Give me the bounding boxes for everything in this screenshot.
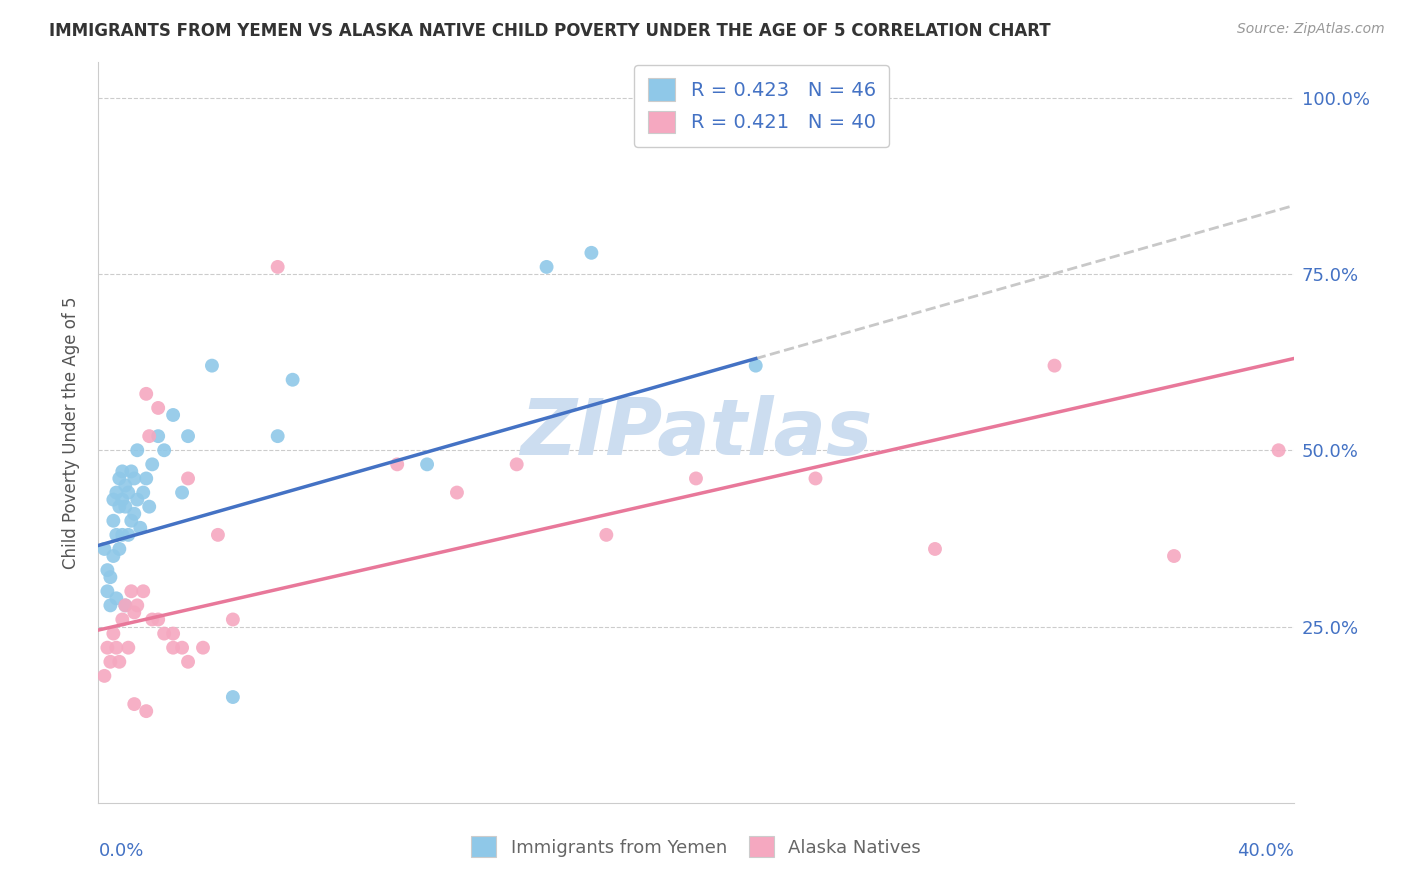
Point (120, 584, 142, 599)
Point (141, 612, 163, 626)
Point (114, 599, 136, 613)
Point (267, 429, 290, 443)
Point (804, 471, 827, 485)
Point (172, 485, 194, 500)
Point (685, 471, 707, 485)
Point (124, 471, 146, 485)
Point (162, 408, 184, 422)
Point (177, 655, 200, 669)
Point (98, 655, 122, 669)
Point (120, 464, 142, 478)
Point (103, 492, 125, 507)
Point (222, 612, 245, 626)
Point (127, 492, 149, 507)
Point (581, 245, 603, 260)
Point (93, 541, 115, 556)
Point (172, 640, 194, 655)
Point (924, 541, 946, 556)
Point (98, 570, 122, 584)
Point (120, 514, 142, 528)
Point (124, 507, 146, 521)
Point (132, 584, 155, 599)
Point (138, 429, 160, 443)
Point (124, 697, 146, 711)
Point (281, 373, 304, 387)
Point (385, 458, 409, 472)
Point (114, 500, 136, 514)
Text: ZIPatlas: ZIPatlas (520, 394, 872, 471)
Point (105, 591, 128, 606)
Point (141, 458, 163, 472)
Point (267, 260, 290, 274)
Point (132, 485, 155, 500)
Point (108, 541, 131, 556)
Point (201, 359, 224, 373)
Point (127, 599, 149, 613)
Point (105, 640, 128, 655)
Point (536, 260, 558, 274)
Point (108, 655, 131, 669)
Point (416, 458, 439, 472)
Point (108, 471, 131, 485)
Point (138, 500, 160, 514)
Point (162, 640, 184, 655)
Point (135, 704, 157, 718)
Point (1163, 549, 1185, 563)
Point (148, 401, 170, 415)
Point (96, 563, 118, 577)
Point (124, 606, 146, 620)
Point (114, 599, 136, 613)
Point (103, 549, 125, 563)
Point (96, 584, 118, 599)
Point (108, 500, 131, 514)
Point (114, 478, 136, 492)
Point (162, 626, 184, 640)
Point (111, 492, 134, 507)
Point (111, 612, 134, 626)
Point (103, 514, 125, 528)
Point (191, 640, 214, 655)
Text: Source: ZipAtlas.com: Source: ZipAtlas.com (1237, 22, 1385, 37)
Point (446, 485, 468, 500)
Point (96, 640, 118, 655)
Point (153, 443, 176, 458)
Point (745, 359, 768, 373)
Point (153, 626, 176, 640)
Point (117, 640, 139, 655)
Text: IMMIGRANTS FROM YEMEN VS ALASKA NATIVE CHILD POVERTY UNDER THE AGE OF 5 CORRELAT: IMMIGRANTS FROM YEMEN VS ALASKA NATIVE C… (49, 22, 1050, 40)
Point (148, 612, 170, 626)
Point (129, 521, 152, 535)
Point (98, 599, 122, 613)
Point (177, 471, 200, 485)
Point (111, 464, 134, 478)
Text: 0.0%: 0.0% (98, 842, 143, 860)
Text: 40.0%: 40.0% (1237, 842, 1294, 860)
Point (103, 626, 125, 640)
Point (1267, 443, 1289, 458)
Point (207, 528, 229, 542)
Point (105, 528, 128, 542)
Point (93, 669, 115, 683)
Point (111, 528, 134, 542)
Point (222, 690, 245, 704)
Point (117, 485, 139, 500)
Point (177, 429, 200, 443)
Legend: Immigrants from Yemen, Alaska Natives: Immigrants from Yemen, Alaska Natives (460, 825, 932, 868)
Point (135, 471, 157, 485)
Point (135, 387, 157, 401)
Point (117, 528, 139, 542)
Y-axis label: Child Poverty Under the Age of 5: Child Poverty Under the Age of 5 (62, 296, 80, 569)
Point (148, 429, 170, 443)
Point (595, 528, 617, 542)
Point (1043, 359, 1066, 373)
Point (127, 443, 149, 458)
Point (506, 458, 529, 472)
Point (105, 485, 128, 500)
